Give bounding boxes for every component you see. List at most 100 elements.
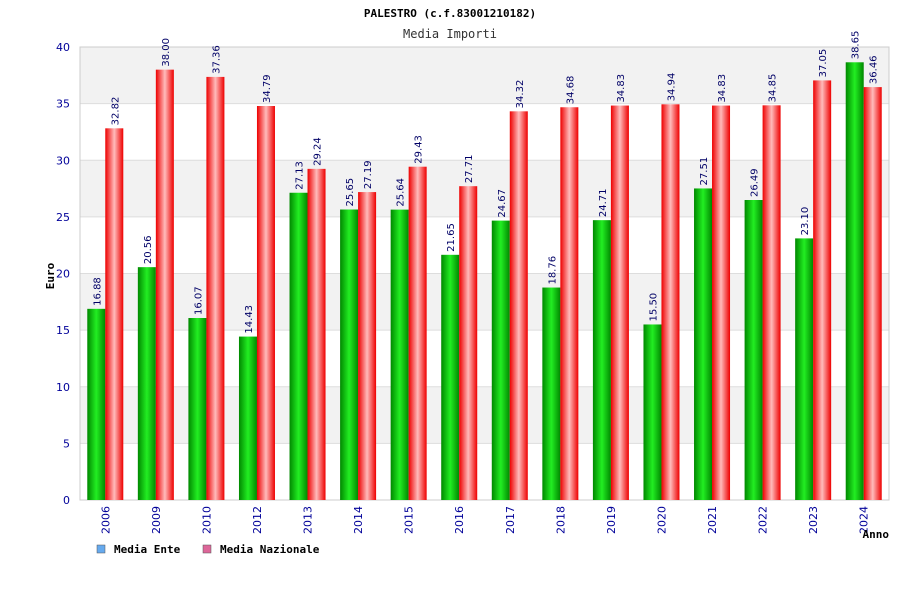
legend-label-media-ente: Media Ente <box>114 543 181 556</box>
value-label: 29.24 <box>313 137 324 166</box>
bar-media-ente-2017 <box>491 220 510 500</box>
y-tick-labels: 0 5 10 15 20 25 30 35 40 <box>56 41 70 507</box>
bar-media-nazionale-2010 <box>206 76 225 500</box>
value-label: 27.71 <box>464 155 475 184</box>
bar-media-nazionale-2009 <box>155 69 174 501</box>
value-label: 34.68 <box>565 76 576 105</box>
value-labels: 16.88 32.82 20.56 38.00 16.07 37.36 14.43 34.79… <box>92 31 879 334</box>
bar-media-ente-2020 <box>643 324 662 500</box>
value-label: 23.10 <box>800 207 811 236</box>
bar-media-ente-2015 <box>390 209 409 500</box>
value-label: 32.82 <box>110 97 121 126</box>
value-label: 25.64 <box>396 178 407 207</box>
value-label: 34.79 <box>262 74 273 103</box>
legend-label-media-nazionale: Media Nazionale <box>220 543 320 556</box>
chart-subtitle: Media Importi <box>403 27 497 41</box>
bar-media-nazionale-2024 <box>863 87 882 500</box>
bar-media-ente-2022 <box>744 200 763 501</box>
legend-swatch-media-nazionale <box>202 544 212 554</box>
bar-media-ente-2009 <box>137 267 156 500</box>
value-label: 36.46 <box>869 55 880 84</box>
bar-media-ente-2021 <box>694 188 713 500</box>
bar-media-nazionale-2018 <box>560 107 579 501</box>
bar-media-ente-2024 <box>845 62 864 500</box>
value-label: 37.36 <box>211 45 222 74</box>
bar-media-ente-2012 <box>238 336 257 500</box>
y-tick-label: 40 <box>56 41 70 54</box>
x-tick-label: 2023 <box>807 506 820 534</box>
value-label: 27.19 <box>363 160 374 189</box>
value-label: 20.56 <box>143 236 154 265</box>
value-label: 27.13 <box>295 161 306 190</box>
bar-media-nazionale-2006 <box>105 128 124 500</box>
value-label: 29.43 <box>414 135 425 164</box>
bar-media-ente-2016 <box>441 254 460 500</box>
bar-media-nazionale-2023 <box>813 80 832 500</box>
x-tick-label: 2019 <box>605 506 618 534</box>
value-label: 34.83 <box>616 74 627 103</box>
legend: Media Ente Media Nazionale <box>96 543 320 556</box>
x-tick-label: 2012 <box>251 506 264 534</box>
bar-media-ente-2019 <box>592 220 611 501</box>
plot-frame <box>79 46 890 501</box>
x-tick-label: 2016 <box>453 506 466 534</box>
y-tick-label: 5 <box>63 437 70 450</box>
bar-media-ente-2013 <box>289 192 308 500</box>
value-label: 34.94 <box>666 73 677 102</box>
y-tick-label: 15 <box>56 324 70 337</box>
value-label: 24.67 <box>497 189 508 218</box>
bar-media-nazionale-2022 <box>762 105 781 500</box>
bar-media-ente-2023 <box>795 238 814 500</box>
bar-media-ente-2010 <box>188 318 207 500</box>
value-label: 38.65 <box>851 31 862 60</box>
value-label: 37.05 <box>818 49 829 78</box>
y-tick-label: 10 <box>56 381 70 394</box>
bar-media-nazionale-2012 <box>256 106 275 501</box>
bar-media-nazionale-2013 <box>307 168 326 500</box>
value-label: 27.51 <box>699 157 710 186</box>
x-tick-labels: 2006 2009 2010 2012 2013 2014 2015 2016 2017 2018… <box>99 506 870 534</box>
value-label: 38.00 <box>161 38 172 67</box>
y-tick-label: 35 <box>56 98 70 111</box>
bar-media-nazionale-2020 <box>661 104 680 500</box>
x-tick-label: 2017 <box>504 506 517 534</box>
bars <box>87 62 882 501</box>
bar-media-ente-2018 <box>542 287 561 500</box>
bar-media-nazionale-2017 <box>509 111 528 501</box>
y-axis-label: Euro <box>44 262 57 289</box>
value-label: 21.65 <box>446 223 457 252</box>
x-tick-label: 2006 <box>99 506 112 534</box>
x-tick-label: 2009 <box>150 506 163 534</box>
value-label: 15.50 <box>648 293 659 322</box>
bar-media-ente-2014 <box>340 209 359 501</box>
chart-title: PALESTRO (c.f.83001210182) <box>364 7 536 20</box>
bar-media-ente-2006 <box>87 308 106 500</box>
x-tick-label: 2014 <box>352 506 365 534</box>
y-tick-label: 25 <box>56 211 70 224</box>
bar-media-nazionale-2021 <box>712 105 731 501</box>
x-tick-label: 2021 <box>706 506 719 534</box>
x-axis-label: Anno <box>863 528 890 541</box>
value-label: 25.65 <box>345 178 356 207</box>
x-tick-label: 2022 <box>757 506 770 534</box>
value-label: 34.83 <box>717 74 728 103</box>
legend-swatch-media-ente <box>96 544 106 554</box>
x-tick-label: 2020 <box>655 506 668 534</box>
bar-media-nazionale-2015 <box>408 166 427 500</box>
x-tick-label: 2010 <box>200 506 213 534</box>
x-tick-label: 2015 <box>403 506 416 534</box>
value-label: 34.85 <box>768 74 779 103</box>
y-tick-label: 0 <box>63 494 70 507</box>
value-label: 16.07 <box>193 286 204 315</box>
value-label: 18.76 <box>547 256 558 285</box>
value-label: 24.71 <box>598 189 609 218</box>
value-label: 14.43 <box>244 305 255 334</box>
value-label: 34.32 <box>515 80 526 109</box>
value-label: 16.88 <box>92 277 103 306</box>
value-label: 26.49 <box>750 168 761 197</box>
bar-media-nazionale-2019 <box>610 105 629 501</box>
x-tick-label: 2018 <box>554 506 567 534</box>
y-tick-label: 20 <box>56 268 70 281</box>
x-tick-label: 2024 <box>858 506 871 534</box>
